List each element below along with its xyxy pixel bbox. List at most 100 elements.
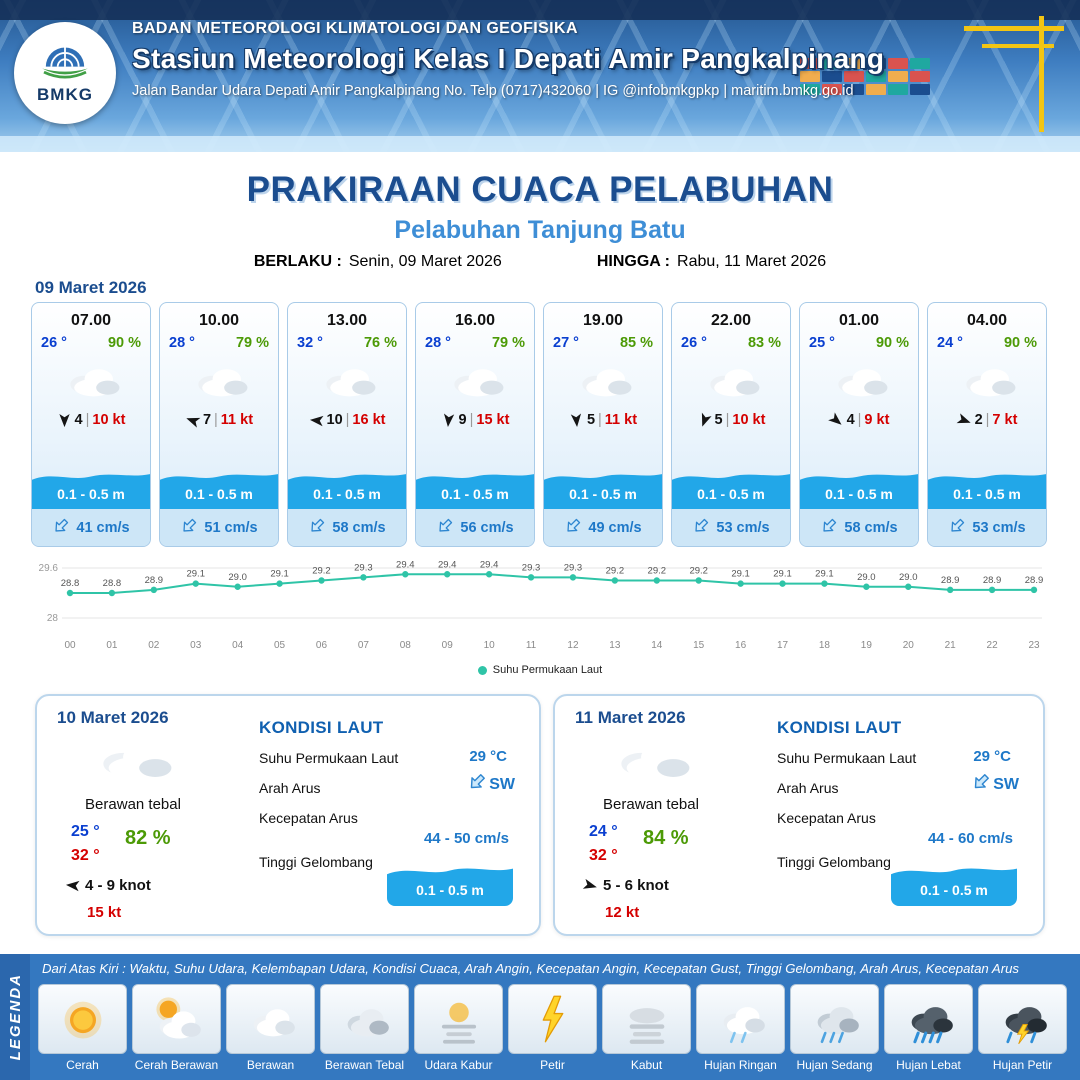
wind-direction-icon xyxy=(440,412,456,428)
berawan-tebal-icon xyxy=(320,984,409,1054)
sea-conditions-title: KONDISI LAUT xyxy=(777,718,902,737)
legend-dot-icon xyxy=(477,665,487,675)
current-direction-value: SW xyxy=(971,772,1019,797)
temperature-value: 27 ° xyxy=(553,335,579,351)
wind-range-value: 4 - 9 knot xyxy=(85,877,151,894)
cloud-icon xyxy=(672,353,790,409)
temp-min: 25 ° xyxy=(71,823,100,840)
chart-legend: Suhu Permukaan Laut xyxy=(30,664,1050,676)
legend-item-label: Hujan Lebat xyxy=(896,1058,961,1072)
temperature-value: 24 ° xyxy=(937,335,963,351)
bmkg-logo-text: BMKG xyxy=(37,84,93,104)
forecast-card: 19.00 27 ° 85 % 5 | 11 kt 0.1 - 0.5 m 49 cm/s xyxy=(543,302,663,547)
validity-line: BERLAKU : Senin, 09 Maret 2026 HINGGA : Ra… xyxy=(0,253,1080,271)
berlaku-value: Senin, 09 Maret 2026 xyxy=(348,253,502,270)
forecast-row: 07.00 26 ° 90 % 4 | 10 kt 0.1 - 0.5 m 41 cm/s 10… xyxy=(31,302,1049,547)
temperature-value: 26 ° xyxy=(41,335,67,351)
humidity-value: 82 % xyxy=(125,827,171,849)
wind-speed-kt: 11 kt xyxy=(604,412,638,428)
wave-height-box: 0.1 - 0.5 m xyxy=(891,864,1017,906)
current-direction-icon xyxy=(52,517,70,539)
separator: | xyxy=(857,412,862,428)
humidity-value: 79 % xyxy=(491,335,525,351)
time-label: 19.00 xyxy=(582,312,624,329)
svg-text:29.3: 29.3 xyxy=(522,562,541,573)
wind-direction-icon xyxy=(954,410,973,429)
forecast-card: 22.00 26 ° 83 % 5 | 10 kt 0.1 - 0.5 m 53 cm/s xyxy=(671,302,791,547)
humidity-value: 83 % xyxy=(747,335,781,351)
legend-items-row: Cerah Cerah Berawan Berawan Berawan Tebal Ud… xyxy=(38,984,1067,1072)
hujan-lebat-icon xyxy=(884,984,973,1054)
forecast-card: 01.00 25 ° 90 % 4 | 9 kt 0.1 - 0.5 m 58 cm/s xyxy=(799,302,919,547)
hingga-label: HINGGA : xyxy=(596,253,671,270)
svg-text:16: 16 xyxy=(735,640,747,651)
current-speed-value: 51 cm/s xyxy=(204,519,258,536)
svg-text:28.8: 28.8 xyxy=(103,578,122,589)
gust-value: 12 kt xyxy=(605,904,640,921)
legend-item-label: Petir xyxy=(540,1058,565,1072)
port-name: Pelabuhan Tanjung Batu xyxy=(394,216,686,244)
svg-text:28: 28 xyxy=(47,613,59,624)
current-direction-icon xyxy=(308,517,326,539)
hujan-sedang-icon xyxy=(790,984,879,1054)
svg-text:29.0: 29.0 xyxy=(857,572,876,583)
wave-height-value: 0.1 - 0.5 m xyxy=(416,483,534,509)
header-banner: BMKG BADAN METEOROLOGI KLIMATOLOGI DAN G… xyxy=(0,0,1080,152)
date-label: 10 Maret 2026 xyxy=(57,708,169,727)
legend-item: Udara Kabur xyxy=(414,984,503,1072)
cerah-berawan-icon xyxy=(132,984,221,1054)
wind-speed-value: 9 xyxy=(458,412,467,428)
cloud-icon xyxy=(160,353,278,409)
current-speed-value: 41 cm/s xyxy=(76,519,130,536)
wind-row: 2 | 7 kt xyxy=(928,412,1046,428)
current-direction-icon xyxy=(436,517,454,539)
svg-text:13: 13 xyxy=(609,640,621,651)
wind-row: 7 | 11 kt xyxy=(160,412,278,428)
current-speed-label: Kecepatan Arus xyxy=(259,810,358,826)
current-speed-value: 53 cm/s xyxy=(716,519,770,536)
svg-text:12: 12 xyxy=(567,640,579,651)
current-speed-value: 58 cm/s xyxy=(844,519,898,536)
svg-text:20: 20 xyxy=(903,640,915,651)
forecast-card: 04.00 24 ° 90 % 2 | 7 kt 0.1 - 0.5 m 53 cm/s xyxy=(927,302,1047,547)
berlaku-label: BERLAKU : xyxy=(253,253,342,270)
current-direction-icon xyxy=(971,772,991,797)
wind-row: 9 | 15 kt xyxy=(416,412,534,428)
wind-speed-kt: 9 kt xyxy=(864,412,890,428)
legend-item: Hujan Lebat xyxy=(884,984,973,1072)
separator: | xyxy=(214,412,218,428)
svg-text:29.2: 29.2 xyxy=(312,566,331,577)
svg-text:07: 07 xyxy=(358,640,370,651)
humidity-value: 90 % xyxy=(107,335,141,351)
wave-height-band: 0.1 - 0.5 m xyxy=(800,470,918,509)
temperature-value: 26 ° xyxy=(681,335,707,351)
agency-name: BADAN METEOROLOGI KLIMATOLOGI DAN GEOFIS… xyxy=(132,20,578,37)
svg-text:28.8: 28.8 xyxy=(61,578,80,589)
legend-item: Cerah xyxy=(38,984,127,1072)
current-direction-label: Arah Arus xyxy=(777,780,839,796)
current-row: 58 cm/s xyxy=(800,509,918,546)
petir-icon xyxy=(508,984,597,1054)
station-name: Stasiun Meteorologi Kelas I Depati Amir … xyxy=(132,43,885,74)
wave-height-band: 0.1 - 0.5 m xyxy=(416,470,534,509)
current-row: 58 cm/s xyxy=(288,509,406,546)
sst-chart-section: 29.6 28 28.8 00 28.8 01 28.9 02 29.1 03 29.0 04 29.1… xyxy=(30,556,1050,676)
svg-text:21: 21 xyxy=(945,640,957,651)
cloud-icon xyxy=(544,353,662,409)
time-label: 13.00 xyxy=(326,312,368,329)
hingga-value: Rabu, 11 Maret 2026 xyxy=(677,253,827,270)
current-speed-value: 56 cm/s xyxy=(460,519,514,536)
current-row: 53 cm/s xyxy=(928,509,1046,546)
current-direction-label: Arah Arus xyxy=(259,780,321,796)
current-speed-value: 44 - 50 cm/s xyxy=(423,830,509,847)
wind-speed-kt: 10 kt xyxy=(732,412,766,428)
svg-text:29.2: 29.2 xyxy=(648,566,667,577)
svg-text:23: 23 xyxy=(1028,640,1040,651)
temp-max: 32 ° xyxy=(71,847,100,864)
wind-speed-value: 2 xyxy=(974,412,983,428)
legend-item: Cerah Berawan xyxy=(132,984,221,1072)
condition-label: Berawan tebal xyxy=(603,796,699,813)
wind-direction-icon xyxy=(568,412,584,428)
legend-item-label: Cerah Berawan xyxy=(134,1058,219,1072)
wind-speed-kt: 11 kt xyxy=(220,412,254,428)
